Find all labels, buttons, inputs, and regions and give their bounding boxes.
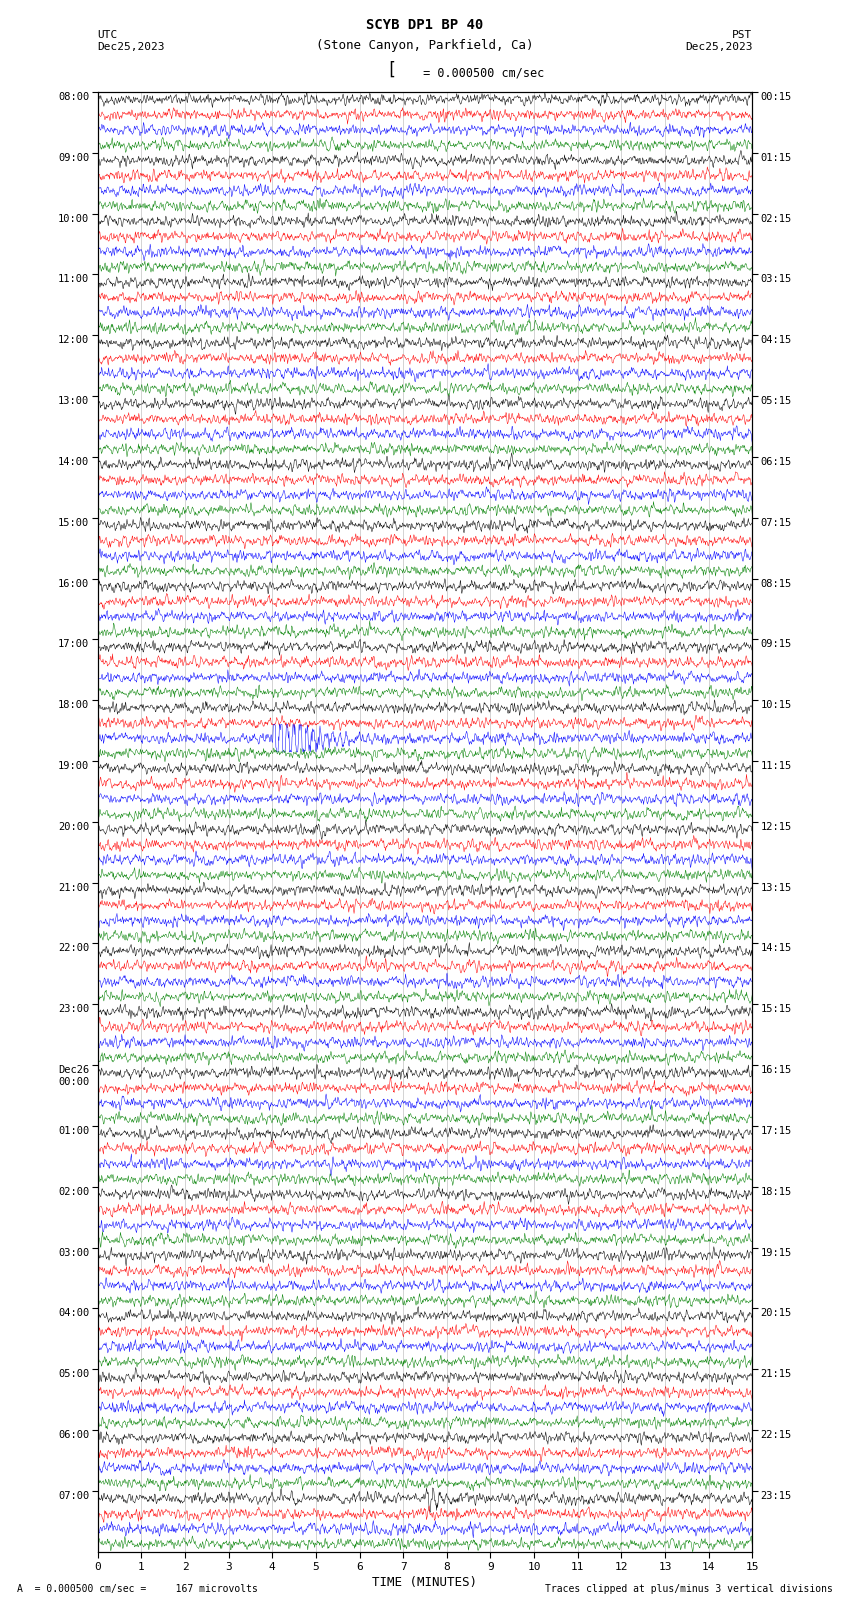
Text: PST
Dec25,2023: PST Dec25,2023: [685, 31, 752, 52]
Text: (Stone Canyon, Parkfield, Ca): (Stone Canyon, Parkfield, Ca): [316, 39, 534, 52]
Text: SCYB DP1 BP 40: SCYB DP1 BP 40: [366, 18, 484, 32]
X-axis label: TIME (MINUTES): TIME (MINUTES): [372, 1576, 478, 1589]
Text: A  = 0.000500 cm/sec =     167 microvolts: A = 0.000500 cm/sec = 167 microvolts: [17, 1584, 258, 1594]
Text: = 0.000500 cm/sec: = 0.000500 cm/sec: [416, 66, 545, 79]
Text: UTC
Dec25,2023: UTC Dec25,2023: [98, 31, 165, 52]
Text: [: [: [386, 61, 396, 79]
Text: Traces clipped at plus/minus 3 vertical divisions: Traces clipped at plus/minus 3 vertical …: [545, 1584, 833, 1594]
